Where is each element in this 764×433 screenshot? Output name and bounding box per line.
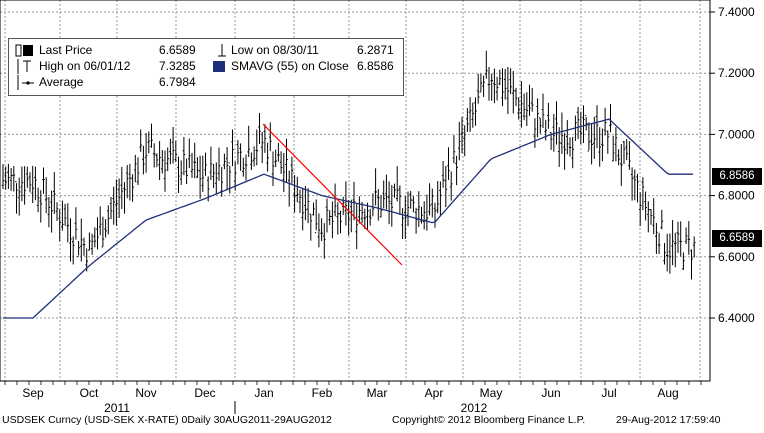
x-month-label: Feb xyxy=(312,386,333,400)
legend-low-value: 6.2871 xyxy=(357,43,394,57)
sma-55-line xyxy=(3,118,693,319)
grid xyxy=(0,0,710,381)
legend-high-label: High on 06/01/12 xyxy=(39,59,131,73)
footer-copyright: Copyright© 2012 Bloomberg Finance L.P. xyxy=(392,414,586,426)
legend-row-average: Average 6.7984 xyxy=(13,75,403,90)
x-month-label: Nov xyxy=(135,386,156,400)
chart-legend: Last Price 6.6589 Low on 08/30/11 6.2871… xyxy=(8,38,404,96)
trend-line xyxy=(262,123,403,266)
sma-square-icon xyxy=(213,61,225,72)
legend-sma-label: SMAVG (55) on Close xyxy=(231,59,349,73)
legend-last-price-label: Last Price xyxy=(39,43,93,57)
x-month-label: Apr xyxy=(425,386,444,400)
y-tick-label: 7.2000 xyxy=(718,66,755,80)
x-month-label: Mar xyxy=(367,386,388,400)
price-bars xyxy=(1,50,696,280)
y-tick-label: 7.0000 xyxy=(718,127,755,141)
y-tick-label: 6.8000 xyxy=(718,189,755,203)
plot-frame xyxy=(0,0,711,382)
legend-high-value: 7.3285 xyxy=(159,59,196,73)
x-axis: Sep Oct Nov Dec Jan Feb Mar Apr May Jun Jul Aug 2011… xyxy=(4,381,702,415)
legend-low-label: Low on 08/30/11 xyxy=(231,43,319,57)
legend-average-value: 6.7984 xyxy=(159,75,196,89)
legend-average-label: Average xyxy=(39,75,84,89)
y-tick-label: 6.6000 xyxy=(718,250,755,264)
x-year-label: 2011 xyxy=(104,401,130,415)
x-month-label: Aug xyxy=(657,386,678,400)
x-month-label: Oct xyxy=(80,386,99,400)
x-month-label: May xyxy=(480,386,503,400)
x-month-label: Jul xyxy=(601,386,616,400)
y-axis: 7.4000 7.2000 7.0000 6.8000 6.6000 6.4000 xyxy=(710,5,755,325)
last-price-square-icon xyxy=(15,44,33,57)
x-year-label: 2012 xyxy=(461,401,488,415)
low-marker-icon xyxy=(218,44,226,57)
footer-security: USDSEK Curncy (USD-SEK X-RATE) 0Daily 30… xyxy=(2,414,332,426)
high-marker-icon xyxy=(17,59,31,74)
x-month-label: Sep xyxy=(22,386,44,400)
legend-last-price-value: 6.6589 xyxy=(159,43,196,57)
x-month-label: Dec xyxy=(194,386,215,400)
legend-row-last-price: Last Price 6.6589 Low on 08/30/11 6.2871 xyxy=(13,43,403,58)
legend-sma-value: 6.8586 xyxy=(357,59,394,73)
legend-row-high: High on 06/01/12 7.3285 SMAVG (55) on Cl… xyxy=(13,59,403,74)
x-month-label: Jun xyxy=(541,386,560,400)
last-price-tag: 6.6589 xyxy=(712,230,762,247)
footer-timestamp: 29-Aug-2012 17:59:40 xyxy=(616,414,721,426)
y-tick-label: 7.4000 xyxy=(718,5,755,19)
sma-value-tag: 6.8586 xyxy=(712,168,762,185)
y-tick-label: 6.4000 xyxy=(718,311,755,325)
average-line-icon xyxy=(17,75,34,90)
x-month-label: Jan xyxy=(254,386,273,400)
